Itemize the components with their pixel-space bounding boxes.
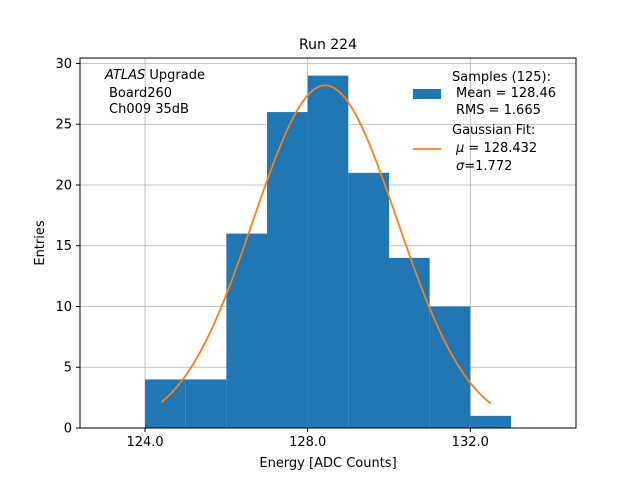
y-tick-label: 10: [55, 300, 72, 315]
legend-fit-title: Gaussian Fit:: [452, 123, 535, 138]
histogram-bar: [388, 257, 430, 428]
histogram-bar: [307, 75, 349, 428]
plot-frame: [79, 57, 577, 429]
legend-samples-swatch: [413, 89, 441, 99]
x-axis-label: Energy [ADC Counts]: [259, 456, 396, 471]
atlas-annotation: ATLAS Upgrade Board260 Ch009 35dB: [104, 68, 205, 117]
y-tick-label: 25: [55, 118, 72, 133]
histogram-bars: [145, 75, 511, 428]
histogram-bar: [185, 379, 227, 428]
x-tick-label: 128.0: [289, 435, 326, 450]
gaussian-fit-curve: [160, 84, 492, 405]
histogram-bar: [348, 172, 389, 428]
y-tick-label: 15: [55, 239, 72, 254]
chart-title: Run 224: [299, 37, 357, 53]
annotation-line-3: Ch009 35dB: [109, 102, 189, 117]
legend-samples-rms: RMS = 1.665: [456, 103, 541, 118]
legend-samples-mean: Mean = 128.46: [456, 86, 556, 101]
x-tick-label: 124.0: [126, 435, 163, 450]
histogram-bar: [267, 112, 308, 428]
y-tick-label: 5: [64, 361, 72, 376]
axis-ticks: 124.0 128.0 132.0 0 5 10 15 20 25 30: [55, 57, 488, 450]
y-tick-label: 20: [55, 178, 72, 193]
histogram-bar: [145, 379, 186, 428]
histogram-bar: [226, 233, 268, 428]
annotation-line-1: ATLAS Upgrade: [104, 68, 205, 83]
gaussian-fit-layer: [160, 84, 492, 405]
x-tick-label: 132.0: [452, 435, 489, 450]
legend-samples-title: Samples (125):: [452, 70, 551, 85]
histogram-bar: [429, 306, 471, 428]
annotation-line-2: Board260: [109, 86, 172, 101]
legend-fit-sigma: σ=1.772: [456, 159, 512, 174]
histogram-bar: [470, 415, 511, 428]
legend: Samples (125): Mean = 128.46 RMS = 1.665…: [413, 70, 556, 174]
y-axis-label: Entries: [33, 220, 48, 266]
y-tick-label: 30: [55, 57, 72, 72]
legend-fit-mu: μ = 128.432: [455, 141, 537, 156]
y-tick-label: 0: [64, 422, 72, 437]
